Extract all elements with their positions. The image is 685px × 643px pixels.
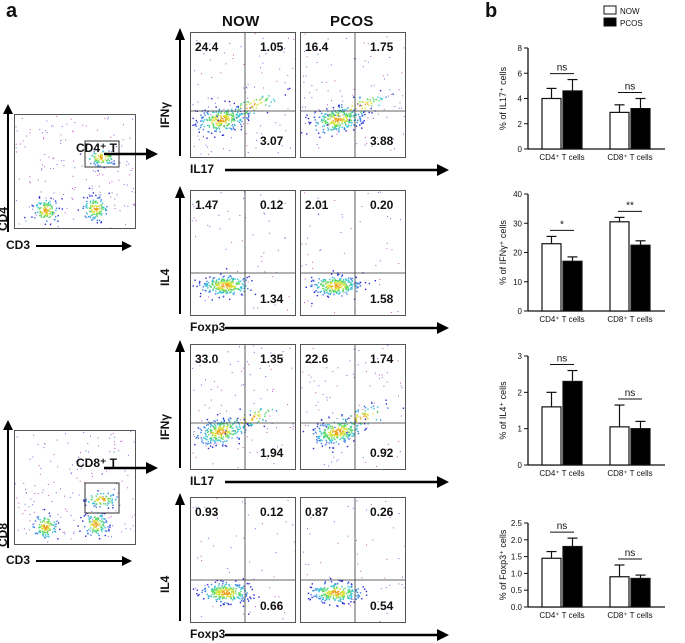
legend-swatch [604, 6, 616, 14]
y-tick-label: 8 [518, 44, 523, 53]
legend-label: NOW [620, 7, 640, 16]
legend-swatch [604, 18, 616, 26]
bar-pcos [563, 381, 582, 465]
bar-chart-2: 0 10 20 30 40 % of IFNγ⁺ cells * CD4⁺ T cells **… [498, 190, 665, 324]
y-axis-label: % of IFNγ⁺ cells [498, 220, 508, 285]
significance-label: ns [557, 521, 568, 532]
significance-label: ns [557, 63, 568, 74]
category-label: CD8⁺ T cells [607, 153, 652, 162]
y-tick-label: 30 [513, 219, 522, 228]
bar-now [610, 427, 629, 465]
category-label: CD4⁺ T cells [539, 315, 584, 324]
significance-label: ns [625, 548, 636, 559]
significance-label: ns [625, 82, 636, 93]
y-axis-label: % of IL17⁺ cells [498, 66, 508, 130]
bar-pcos [563, 547, 582, 607]
y-tick-label: 0.5 [511, 586, 523, 595]
y-tick-label: 0.0 [511, 603, 523, 612]
category-label: CD4⁺ T cells [539, 469, 584, 478]
significance-label: * [560, 219, 564, 230]
bar-now [542, 407, 561, 465]
bar-now [610, 577, 629, 607]
y-tick-label: 2.5 [511, 519, 523, 528]
y-tick-label: 0 [518, 307, 523, 316]
category-label: CD8⁺ T cells [607, 611, 652, 620]
y-tick-label: 40 [513, 190, 522, 199]
significance-label: ns [625, 388, 636, 399]
y-tick-label: 2.0 [511, 536, 523, 545]
bar-now [610, 112, 629, 149]
bar-chart-3: 0 1 2 3 % of IL4⁺ cells ns CD4⁺ T cells ns CD8⁺ … [498, 352, 665, 478]
y-tick-label: 1.0 [511, 569, 523, 578]
bar-pcos [563, 261, 582, 311]
y-axis-label: % of IL4⁺ cells [498, 381, 508, 440]
y-tick-label: 2 [518, 388, 523, 397]
bar-chart-1: 0 2 4 6 8 % of IL17⁺ cells ns CD4⁺ T cells ns CD8… [498, 6, 665, 162]
bar-chart-4: 0.0 0.5 1.0 1.5 2.0 2.5% of Foxp3⁺ cells ns CD4… [498, 519, 665, 620]
y-tick-label: 1 [518, 425, 523, 434]
legend-label: PCOS [620, 19, 643, 28]
category-label: CD4⁺ T cells [539, 611, 584, 620]
significance-label: ** [626, 200, 634, 211]
bar-pcos [631, 109, 650, 149]
bar-now [542, 99, 561, 150]
bar-now [542, 244, 561, 311]
y-tick-label: 3 [518, 352, 523, 361]
y-tick-label: 10 [513, 278, 522, 287]
bar-pcos [563, 91, 582, 149]
category-label: CD4⁺ T cells [539, 153, 584, 162]
category-label: CD8⁺ T cells [607, 469, 652, 478]
bar-now [542, 558, 561, 607]
y-tick-label: 6 [518, 69, 523, 78]
y-tick-label: 0 [518, 461, 523, 470]
y-tick-label: 1.5 [511, 553, 523, 562]
bar-pcos [631, 245, 650, 311]
y-tick-label: 20 [513, 249, 522, 258]
category-label: CD8⁺ T cells [607, 315, 652, 324]
y-tick-label: 2 [518, 120, 523, 129]
y-tick-label: 4 [518, 95, 523, 104]
bar-pcos [631, 429, 650, 465]
y-axis-label: % of Foxp3⁺ cells [498, 529, 508, 600]
y-tick-label: 0 [518, 145, 523, 154]
bar-pcos [631, 578, 650, 607]
significance-label: ns [557, 354, 568, 365]
bar-now [610, 222, 629, 311]
